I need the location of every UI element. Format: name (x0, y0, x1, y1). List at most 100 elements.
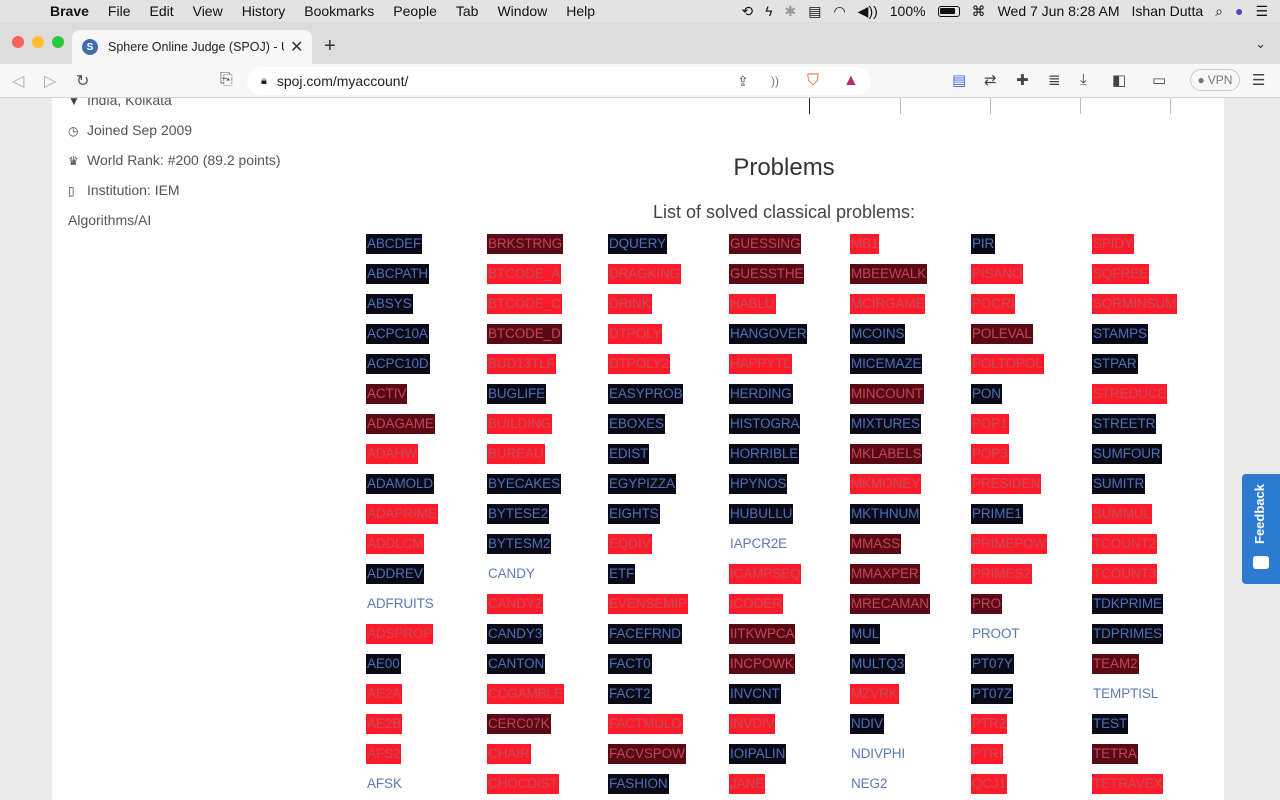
problem-link[interactable]: NDIVPHI (851, 746, 906, 761)
problem-link[interactable]: MUL (850, 624, 881, 644)
problem-link[interactable]: QCJ1 (971, 774, 1008, 794)
sidebar-icon[interactable]: ◧ (1112, 72, 1127, 89)
feedback-button[interactable]: Feedback (1242, 474, 1280, 584)
control-center-icon[interactable]: ☰ (1255, 2, 1268, 19)
playlist-icon[interactable]: ≣ (1048, 72, 1061, 89)
close-tab-icon[interactable]: ✕ (290, 39, 304, 56)
problem-link[interactable]: ADAMOLD (366, 474, 435, 494)
sync-icon[interactable]: ⇄ (984, 72, 997, 89)
problem-link[interactable]: POLTOPOL (971, 354, 1044, 374)
wallet-icon[interactable]: ▭ (1152, 72, 1167, 89)
problem-link[interactable]: DRINK (608, 294, 652, 314)
wifi-icon[interactable]: ◠ (833, 2, 846, 19)
problem-link[interactable]: MB1 (850, 234, 880, 254)
problem-link[interactable]: BUILDING (487, 414, 552, 434)
problem-link[interactable]: EGYPIZZA (608, 474, 676, 494)
problem-link[interactable]: BYECAKES (487, 474, 561, 494)
problem-link[interactable]: FACT2 (608, 684, 652, 704)
problem-link[interactable]: HPYNOS (729, 474, 788, 494)
problem-link[interactable]: MBEEWALK (850, 264, 928, 284)
menu-brave[interactable]: Brave (50, 3, 89, 19)
problem-link[interactable]: HANGOVER (729, 324, 808, 344)
vpn-button[interactable]: ● VPN (1190, 69, 1240, 91)
reading-list-icon[interactable]: ▤ (952, 72, 967, 89)
battery-icon[interactable] (937, 5, 960, 17)
bolt-icon[interactable]: ϟ (765, 3, 773, 19)
problem-link[interactable]: AE2A (366, 684, 403, 704)
problem-link[interactable]: ICODER (729, 594, 783, 614)
problem-link[interactable]: MKTHNUM (850, 504, 921, 524)
problem-link[interactable]: ETF (608, 564, 636, 584)
problem-link[interactable]: FACVSPOW (608, 744, 686, 764)
extensions-icon[interactable]: ✚ (1016, 72, 1029, 89)
problem-link[interactable]: CANDY2 (487, 594, 544, 614)
problem-link[interactable]: MCOINS (850, 324, 906, 344)
problem-link[interactable]: PTRI (971, 744, 1004, 764)
problem-link[interactable]: EDIST (608, 444, 650, 464)
problem-link[interactable]: EBOXES (608, 414, 665, 434)
problem-link[interactable]: BYTESM2 (487, 534, 552, 554)
problem-link[interactable]: EVENSEMIP (608, 594, 688, 614)
problem-link[interactable]: HISTOGRA (729, 414, 801, 434)
problem-link[interactable]: INCPOWK (729, 654, 795, 674)
problem-link[interactable]: PRESIDEN (971, 474, 1042, 494)
clock[interactable]: Wed 7 Jun 8:28 AM (997, 3, 1120, 19)
menu-file[interactable]: File (107, 3, 131, 19)
problem-link[interactable]: PRIME1 (971, 504, 1023, 524)
minimize-window-button[interactable] (32, 36, 44, 48)
problem-link[interactable]: HABLU (729, 294, 776, 314)
problem-link[interactable]: GUESSTHE (729, 264, 805, 284)
url-text[interactable]: spoj.com/myaccount/ (276, 73, 409, 89)
problem-link[interactable]: MMASS (850, 534, 902, 554)
problem-link[interactable]: POLEVAL (971, 324, 1033, 344)
problem-link[interactable]: INVCNT (729, 684, 781, 704)
forward-button[interactable]: ▷ (44, 73, 57, 90)
problem-link[interactable]: PROOT (972, 626, 1020, 641)
problem-link[interactable]: ABCPATH (366, 264, 430, 284)
keyboard-icon[interactable]: ⌘ (971, 2, 986, 19)
problem-link[interactable]: TCOUNT2 (1092, 534, 1158, 554)
problem-link[interactable]: ABSYS (366, 294, 413, 314)
problem-link[interactable]: STAMPS (1092, 324, 1148, 344)
problem-link[interactable]: TETRA (1092, 744, 1138, 764)
problem-link[interactable]: BTCODE_C (487, 294, 562, 314)
problem-link[interactable]: STREDUCE (1092, 384, 1168, 404)
problem-link[interactable]: TDKPRIME (1092, 594, 1163, 614)
downloads-icon[interactable]: ⤓ (1080, 71, 1087, 88)
problem-link[interactable]: ACPC10A (366, 324, 429, 344)
back-button[interactable]: ◁ (12, 73, 25, 90)
problem-link[interactable]: HERDING (729, 384, 793, 404)
problem-link[interactable]: SUMMUL (1092, 504, 1152, 524)
problem-link[interactable]: DTPOLY (608, 324, 663, 344)
new-tab-button[interactable]: + (324, 35, 336, 57)
problem-link[interactable]: CHOCDIST (487, 774, 559, 794)
menu-help[interactable]: Help (566, 3, 596, 19)
close-window-button[interactable] (12, 36, 24, 48)
problem-link[interactable]: BTCODE_A (487, 264, 561, 284)
problem-link[interactable]: FACTMULO (608, 714, 683, 734)
problem-link[interactable]: DRAGKING (608, 264, 682, 284)
problem-link[interactable]: FASHION (608, 774, 669, 794)
problem-link[interactable]: SUMITR (1092, 474, 1146, 494)
problem-link[interactable]: TEAM2 (1092, 654, 1139, 674)
problem-link[interactable]: BUD13TLF (487, 354, 556, 374)
problem-link[interactable]: ABCDEF (366, 234, 423, 254)
problem-link[interactable]: PT07Y (971, 654, 1014, 674)
problem-link[interactable]: CANTON (487, 654, 546, 674)
menu-hamburger-icon[interactable]: ☰ (1252, 72, 1266, 89)
problem-link[interactable]: IAPCR2E (730, 536, 788, 551)
problem-link[interactable]: ADDLCM (366, 534, 425, 554)
problem-link[interactable]: POP3 (971, 444, 1009, 464)
problem-link[interactable]: EASYPROB (608, 384, 684, 404)
problem-link[interactable]: ACPC10D (366, 354, 430, 374)
problem-link[interactable]: CANDY3 (487, 624, 544, 644)
rss-icon[interactable]: )) (771, 74, 779, 88)
brave-shields-icon[interactable]: ⛉ (807, 72, 820, 89)
problem-link[interactable]: MKLABELS (850, 444, 923, 464)
problem-link[interactable]: PTR2 (971, 714, 1008, 734)
bluetooth-icon[interactable]: ✱ (784, 2, 797, 19)
problem-link[interactable]: MULTQ3 (850, 654, 906, 674)
problem-link[interactable]: EIGHTS (608, 504, 660, 524)
problem-link[interactable]: CCGAMBLE (487, 684, 564, 704)
problem-link[interactable]: JANE (729, 774, 766, 794)
